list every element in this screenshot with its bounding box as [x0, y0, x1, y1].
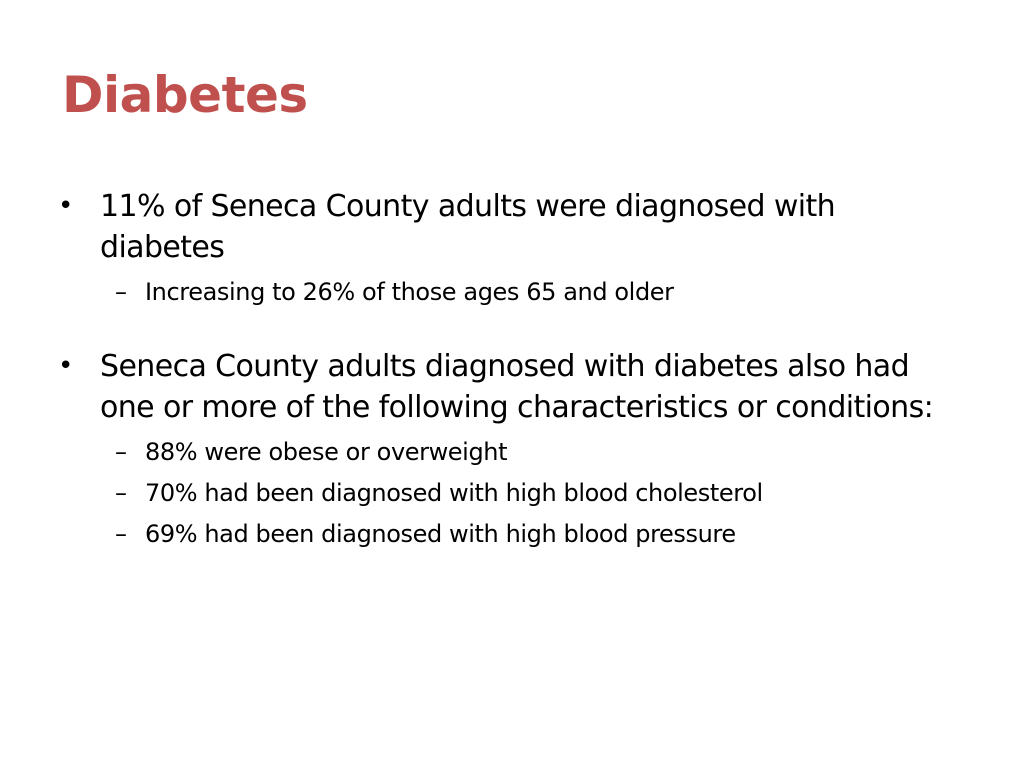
slide-title: Diabetes	[62, 66, 308, 124]
sub-bullet-list: – Increasing to 26% of those ages 65 and…	[58, 272, 958, 313]
bullet-text: Seneca County adults diagnosed with diab…	[100, 349, 934, 425]
sub-bullet-text: 70% had been diagnosed with high blood c…	[145, 479, 763, 507]
dash-icon: –	[115, 479, 127, 507]
dash-icon: –	[115, 520, 127, 548]
bullet-dot-icon: •	[58, 351, 73, 381]
bullet-group-1: • 11% of Seneca County adults were diagn…	[58, 186, 958, 313]
bullet-item: • 11% of Seneca County adults were diagn…	[58, 186, 958, 268]
slide-content: • 11% of Seneca County adults were diagn…	[58, 186, 958, 555]
sub-bullet-item: – 69% had been diagnosed with high blood…	[58, 514, 958, 555]
sub-bullet-text: 88% were obese or overweight	[145, 438, 508, 466]
bullet-item: • Seneca County adults diagnosed with di…	[58, 346, 958, 428]
sub-bullet-item: – Increasing to 26% of those ages 65 and…	[58, 272, 958, 313]
bullet-group-2: • Seneca County adults diagnosed with di…	[58, 346, 958, 555]
sub-bullet-item: – 88% were obese or overweight	[58, 432, 958, 473]
sub-bullet-list: – 88% were obese or overweight – 70% had…	[58, 432, 958, 555]
dash-icon: –	[115, 278, 127, 306]
sub-bullet-text: 69% had been diagnosed with high blood p…	[145, 520, 736, 548]
dash-icon: –	[115, 438, 127, 466]
sub-bullet-item: – 70% had been diagnosed with high blood…	[58, 473, 958, 514]
sub-bullet-text: Increasing to 26% of those ages 65 and o…	[145, 278, 674, 306]
bullet-text: 11% of Seneca County adults were diagnos…	[100, 189, 836, 265]
bullet-dot-icon: •	[58, 191, 73, 221]
